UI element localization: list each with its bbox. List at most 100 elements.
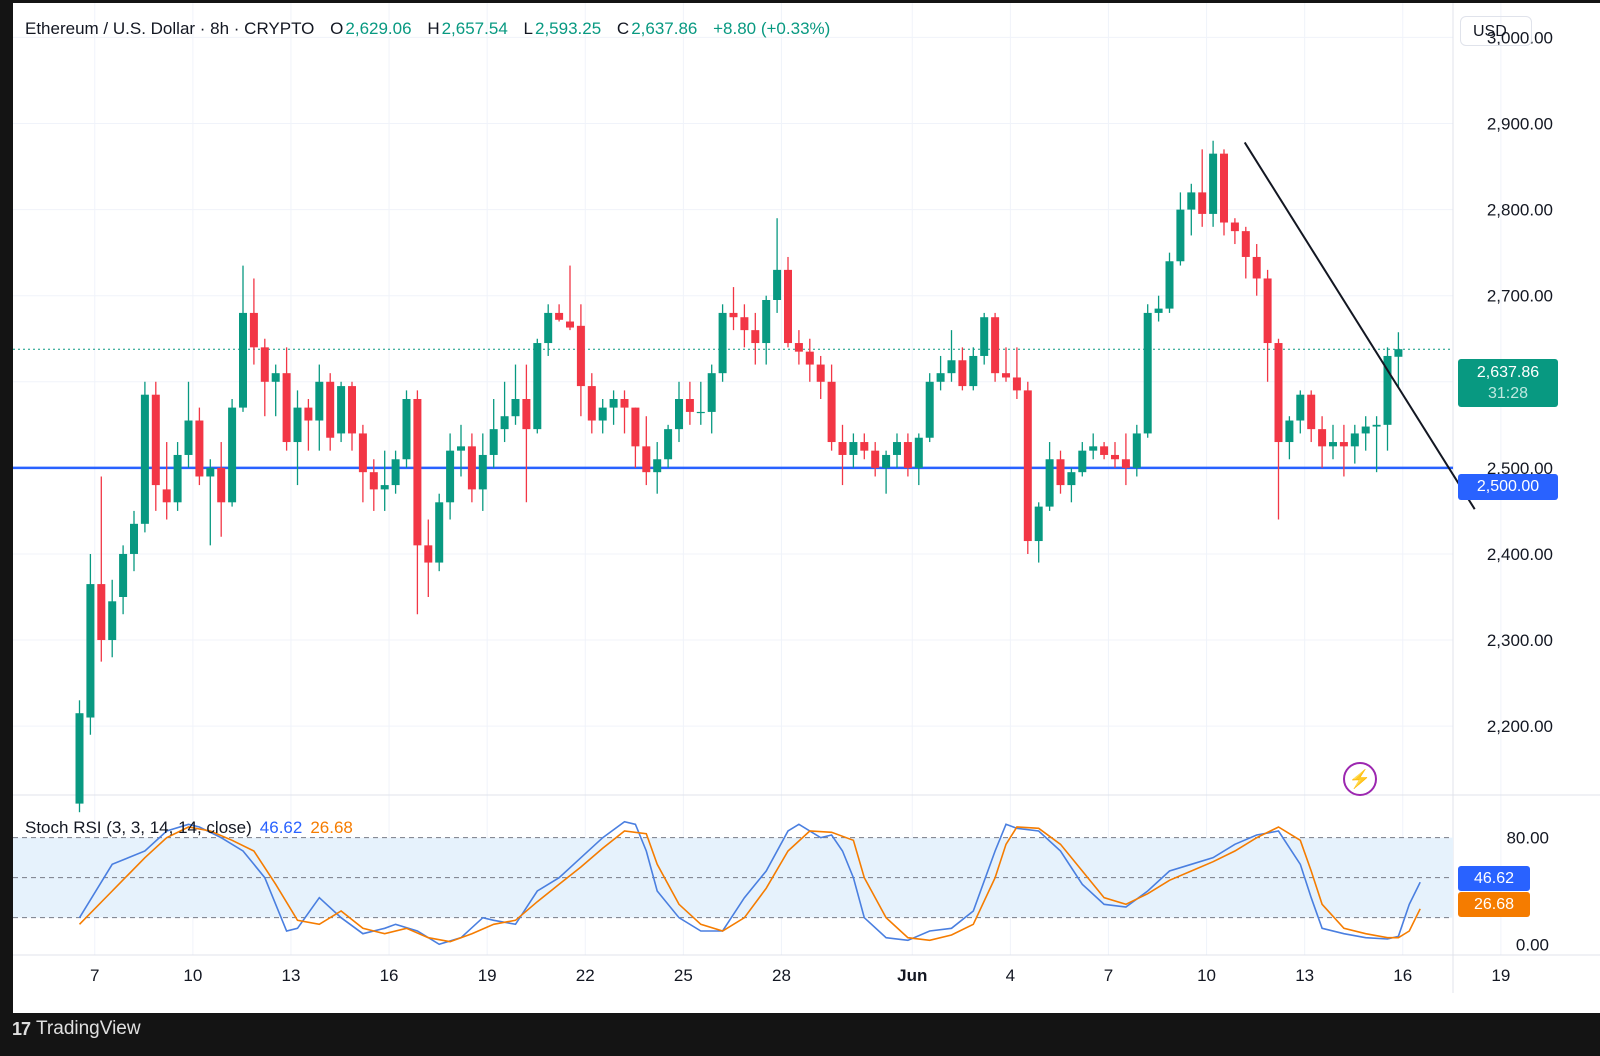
candle-body [936,373,945,382]
d-value-tag: 26.68 [1458,892,1530,917]
candle-body [882,454,891,468]
candle-body [805,351,814,365]
symbol-header: Ethereum / U.S. Dollar · 8h · CRYPTO O 2,… [25,19,832,39]
candle-body [1067,472,1076,486]
candle-body [108,601,117,641]
candle-body [86,584,95,718]
candle-body [511,399,520,417]
chart-canvas[interactable]: 3,000.002,900.002,800.002,700.002,600.00… [13,3,1600,1013]
close-value: 2,637.86 [631,19,698,38]
time-tick-label: 13 [1295,966,1314,985]
candle-body [467,446,476,490]
candle-body [271,373,280,382]
lightning-icon[interactable]: ⚡ [1343,762,1377,796]
price-tick-label: 3,000.00 [1487,28,1553,47]
candle-body [718,312,727,374]
stoch-line-k [78,820,1421,946]
candle-body [762,300,771,344]
candle-body [424,545,433,563]
trend-line[interactable] [1243,141,1476,510]
k-value: 46.62 [259,818,303,837]
last-price-tag: 2,637.86 31:28 [1458,359,1558,407]
candle-body [1002,373,1010,378]
candle-body [947,360,956,374]
candle-body [500,416,509,430]
candle-body [1263,278,1272,344]
time-tick-label: 19 [1491,966,1510,985]
low-label: L [523,19,533,38]
price-tick-label: 2,200.00 [1487,717,1553,736]
candle-body [1089,446,1098,451]
candle-body [478,454,487,490]
chart-panel[interactable]: 3,000.002,900.002,800.002,700.002,600.00… [13,3,1600,1013]
candle-body [849,442,858,455]
candle-body [609,399,618,408]
stoch-line-d [78,826,1421,943]
candle-body [587,386,596,421]
candle-body [1383,355,1392,425]
candle-body [260,347,269,382]
candle-body [533,343,542,430]
price-tick-label: 2,300.00 [1487,631,1553,650]
level-price-tag: 2,500.00 [1458,474,1558,500]
candle-body [544,312,553,344]
candle-body [598,407,607,421]
candle-body [173,454,182,503]
candle-body [664,429,673,460]
candle-body [206,467,215,477]
candle-body [642,446,651,473]
candle-body [794,343,803,352]
candle-body [980,317,989,356]
candle-body [620,399,629,408]
candle-body [958,360,967,387]
candle-body [522,399,531,430]
candle-body [969,355,978,387]
candle-body [1230,222,1239,232]
time-tick-label: 19 [478,966,497,985]
candle-body [576,325,585,387]
candle-body [304,407,313,421]
candle-body [1372,424,1381,427]
candle-body [1220,153,1228,223]
candle-body [740,317,749,331]
candle-body [1132,433,1141,468]
price-tick-label: 2,500.00 [1487,459,1553,478]
candle-body [1339,442,1348,447]
candle-body [1034,506,1043,542]
currency-button[interactable]: USD [1460,16,1532,46]
close-label: C [616,19,630,38]
candle-body [402,399,411,460]
time-tick-label: 28 [772,966,791,985]
candle-body [326,381,335,438]
time-tick-label: 10 [1197,966,1216,985]
candle-body [1012,377,1021,391]
candle-body [1121,459,1130,468]
candle-body [348,386,356,434]
candle-body [784,269,792,344]
candle-body [1296,394,1305,421]
time-tick-label: 22 [576,966,595,985]
open-label: O [330,19,344,38]
open-value: 2,629.06 [345,19,412,38]
candle-body [337,386,346,434]
low-value: 2,593.25 [534,19,602,38]
time-tick-label: 16 [1393,966,1412,985]
candle-body [162,489,171,503]
candle-body [217,467,226,503]
candle-body [1143,312,1152,434]
k-value-tag: 46.62 [1458,866,1530,891]
candle-body [991,317,1000,374]
candle-body [729,312,738,318]
candle-body [1154,308,1163,313]
high-label: H [427,19,440,38]
candle-body [827,381,836,443]
candle-body [358,433,367,473]
time-tick-label: Jun [897,966,927,985]
time-tick-label: 13 [281,966,300,985]
candle-body [1274,343,1283,443]
price-tick-label: 2,800.00 [1487,201,1553,220]
candle-body [75,713,84,804]
candle-body [446,450,455,503]
candle-body [119,553,128,597]
stoch-tick-label: 80.00 [1506,829,1549,848]
